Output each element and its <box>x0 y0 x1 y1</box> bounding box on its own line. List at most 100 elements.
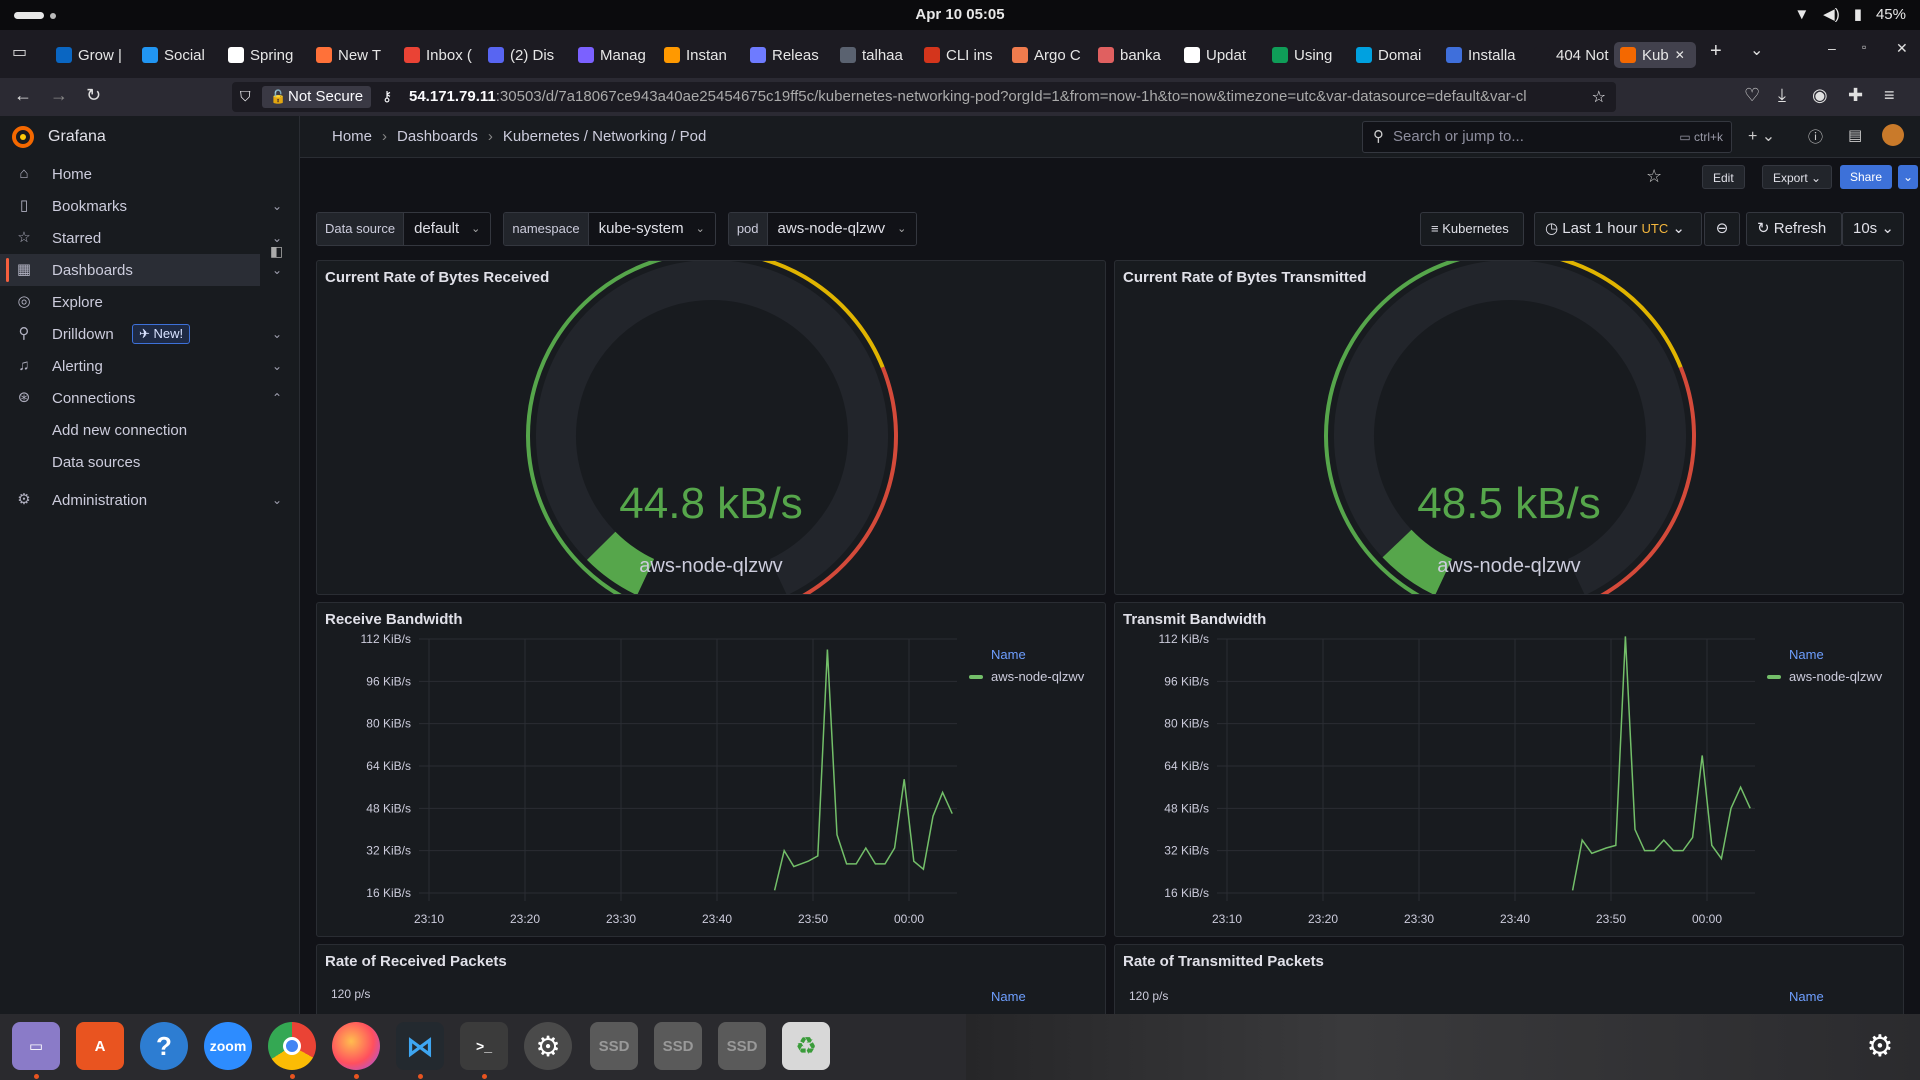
export-button[interactable]: Export ⌄ <box>1762 165 1833 189</box>
ssd-drive-icon[interactable]: SSD <box>654 1022 702 1070</box>
activities-indicator[interactable] <box>14 12 44 19</box>
refresh-button[interactable]: ↻ Refresh <box>1746 212 1842 246</box>
downloads-icon[interactable]: ⤓ <box>1778 85 1786 105</box>
time-range-picker[interactable]: ◷ Last 1 hour UTC ⌄ <box>1534 212 1702 246</box>
browser-tab[interactable]: Using <box>1272 42 1350 68</box>
browser-tab[interactable]: Updat <box>1184 42 1262 68</box>
browser-tab[interactable]: Manag <box>578 42 656 68</box>
chevron-icon[interactable]: ⌄ <box>272 493 283 507</box>
legend-item[interactable]: aws-node-qlzwv <box>969 669 1084 684</box>
sidebar-item-dashboards[interactable]: ▦ Dashboards ⌄ <box>0 254 282 286</box>
system-tray[interactable]: ▼ ◀) ▮ 45% <box>1794 5 1906 24</box>
zoom-app-icon[interactable]: zoom <box>204 1022 252 1070</box>
dock-menu-icon[interactable]: ◧ <box>270 243 284 259</box>
menu-icon[interactable]: ≡ <box>1884 85 1895 105</box>
panel-transmit-bandwidth[interactable]: Transmit Bandwidth 112 KiB/s 96 KiB/s 80 K… <box>1114 602 1904 937</box>
browser-tab[interactable]: talhaa <box>840 42 918 68</box>
panel-receive-bandwidth[interactable]: Receive Bandwidth 112 KiB/s 96 KiB/s 80 Ki… <box>316 602 1106 937</box>
help-app-icon[interactable]: ? <box>140 1022 188 1070</box>
news-icon[interactable]: ▤ <box>1848 127 1863 144</box>
close-tab-icon[interactable]: ✕ <box>1674 48 1685 62</box>
extensions-icon[interactable]: ✚ <box>1848 85 1864 105</box>
browser-tab[interactable]: Grow | <box>56 42 134 68</box>
chrome-icon[interactable] <box>268 1022 316 1070</box>
bookmark-star-icon[interactable]: ☆ <box>1591 89 1606 106</box>
forward-icon[interactable]: → <box>50 85 68 105</box>
sidebar-item-starred[interactable]: ☆ Starred ⌄ <box>0 222 300 254</box>
chevron-icon[interactable]: ⌄ <box>272 359 283 373</box>
close-window-icon[interactable]: ✕ <box>1896 40 1908 56</box>
trash-icon[interactable]: ♻ <box>782 1022 830 1070</box>
edit-button[interactable]: Edit <box>1702 165 1745 189</box>
browser-tab[interactable]: CLI ins <box>924 42 1002 68</box>
system-clock[interactable]: Apr 10 05:05 <box>915 6 1005 23</box>
sidebar-item-alerting[interactable]: ♫ Alerting ⌄ <box>0 350 300 382</box>
sidebar-subitem[interactable]: Data sources <box>52 454 141 471</box>
browser-tab[interactable]: Domai <box>1356 42 1434 68</box>
back-icon[interactable]: ← <box>14 85 32 105</box>
refresh-interval-picker[interactable]: 10s ⌄ <box>1842 212 1904 246</box>
app-center-icon[interactable]: A <box>76 1022 124 1070</box>
sidebar-item-connections[interactable]: ⊛ Connections ⌃ <box>0 382 300 414</box>
browser-tab[interactable]: Argo C <box>1012 42 1090 68</box>
sidebar-item-drilldown[interactable]: ⚲ Drilldown ⌄ ✈ New! <box>0 318 300 350</box>
url-text[interactable]: 54.171.79.11:30503/d/7a18067ce943a40ae25… <box>409 88 1527 105</box>
browser-tab[interactable]: Kub ✕ <box>1614 42 1696 68</box>
minimize-icon[interactable]: – <box>1828 40 1836 56</box>
not-secure-badge[interactable]: 🔓 Not Secure <box>262 86 372 108</box>
maximize-icon[interactable]: ▫ <box>1862 40 1867 54</box>
browser-tab[interactable]: Social <box>142 42 220 68</box>
var-pod[interactable]: pod aws-node-qlzwv ⌄ <box>727 212 918 246</box>
breadcrumb-home[interactable]: Home <box>332 128 373 145</box>
ssd-drive-icon[interactable]: SSD <box>590 1022 638 1070</box>
grafana-logo-icon[interactable] <box>12 126 34 148</box>
browser-tab[interactable]: (2) Dis <box>488 42 566 68</box>
share-button[interactable]: Share <box>1840 165 1893 189</box>
chevron-icon[interactable]: ⌄ <box>272 327 283 341</box>
sidebar-item-bookmarks[interactable]: ▯ Bookmarks ⌄ <box>0 190 300 222</box>
pocket-icon[interactable]: ♡ <box>1744 85 1761 105</box>
new-tab-icon[interactable]: + <box>1710 40 1722 62</box>
kubernetes-link-button[interactable]: ≡ Kubernetes <box>1420 212 1524 246</box>
chevron-icon[interactable]: ⌃ <box>272 391 283 405</box>
browser-tab[interactable]: New T <box>316 42 394 68</box>
sidebar-item-home[interactable]: ⌂ Home <box>0 158 300 190</box>
zoom-out-icon[interactable]: ⊖ <box>1704 212 1740 246</box>
chevron-icon[interactable]: ⌄ <box>272 263 283 277</box>
address-bar[interactable]: ⛉ 🔓 Not Secure ⚷ 54.171.79.11:30503/d/7a… <box>232 82 1616 112</box>
var-namespace[interactable]: namespace kube-system ⌄ <box>503 212 716 246</box>
sidebar-item-explore[interactable]: ◎ Explore <box>0 286 300 318</box>
chevron-icon[interactable]: ⌄ <box>272 199 283 213</box>
share-dropdown-icon[interactable]: ⌄ <box>1898 165 1919 189</box>
legend-item[interactable]: aws-node-qlzwv <box>1767 669 1882 684</box>
panel-received-packets[interactable]: Rate of Received Packets 120 p/s Name <box>316 944 1106 1024</box>
list-tabs-icon[interactable]: ⌄ <box>1750 42 1764 59</box>
add-icon[interactable]: + ⌄ <box>1748 128 1776 145</box>
panel-bytes-received[interactable]: Current Rate of Bytes Received 44.8 kB/s… <box>316 260 1106 595</box>
show-apps-icon[interactable]: ⚙ <box>1866 1029 1894 1063</box>
files-icon[interactable]: ▭ <box>12 1022 60 1070</box>
settings-icon[interactable]: ⚙ <box>524 1022 572 1070</box>
sidebar-subitem[interactable]: Add new connection <box>52 422 188 439</box>
tab-overview-icon[interactable]: ▭ <box>12 44 28 61</box>
browser-tab[interactable]: Releas <box>750 42 828 68</box>
sidebar-item-administration[interactable]: ⚙ Administration ⌄ <box>0 484 300 516</box>
reload-icon[interactable]: ↻ <box>86 85 102 105</box>
account-icon[interactable]: ◉ <box>1812 85 1828 105</box>
search-input[interactable]: ⚲ Search or jump to... ▭ ctrl+k <box>1362 121 1732 153</box>
chevron-icon[interactable]: ⌄ <box>272 231 283 245</box>
browser-tab[interactable]: Instan <box>664 42 742 68</box>
var-datasource[interactable]: Data source default ⌄ <box>316 212 492 246</box>
vscode-icon[interactable]: ⋈ <box>396 1022 444 1070</box>
star-dashboard-icon[interactable]: ☆ <box>1646 166 1663 186</box>
ssd-drive-icon[interactable]: SSD <box>718 1022 766 1070</box>
browser-tab[interactable]: Inbox ( <box>404 42 482 68</box>
avatar[interactable] <box>1882 124 1904 146</box>
panel-transmitted-packets[interactable]: Rate of Transmitted Packets 120 p/s Name <box>1114 944 1904 1024</box>
browser-tab[interactable]: 404 Not F <box>1534 42 1612 68</box>
terminal-icon[interactable]: >_ <box>460 1022 508 1070</box>
firefox-icon[interactable] <box>332 1022 380 1070</box>
help-icon[interactable]: ⓘ <box>1808 129 1824 146</box>
browser-tab[interactable]: Spring <box>228 42 306 68</box>
browser-tab[interactable]: banka <box>1098 42 1176 68</box>
